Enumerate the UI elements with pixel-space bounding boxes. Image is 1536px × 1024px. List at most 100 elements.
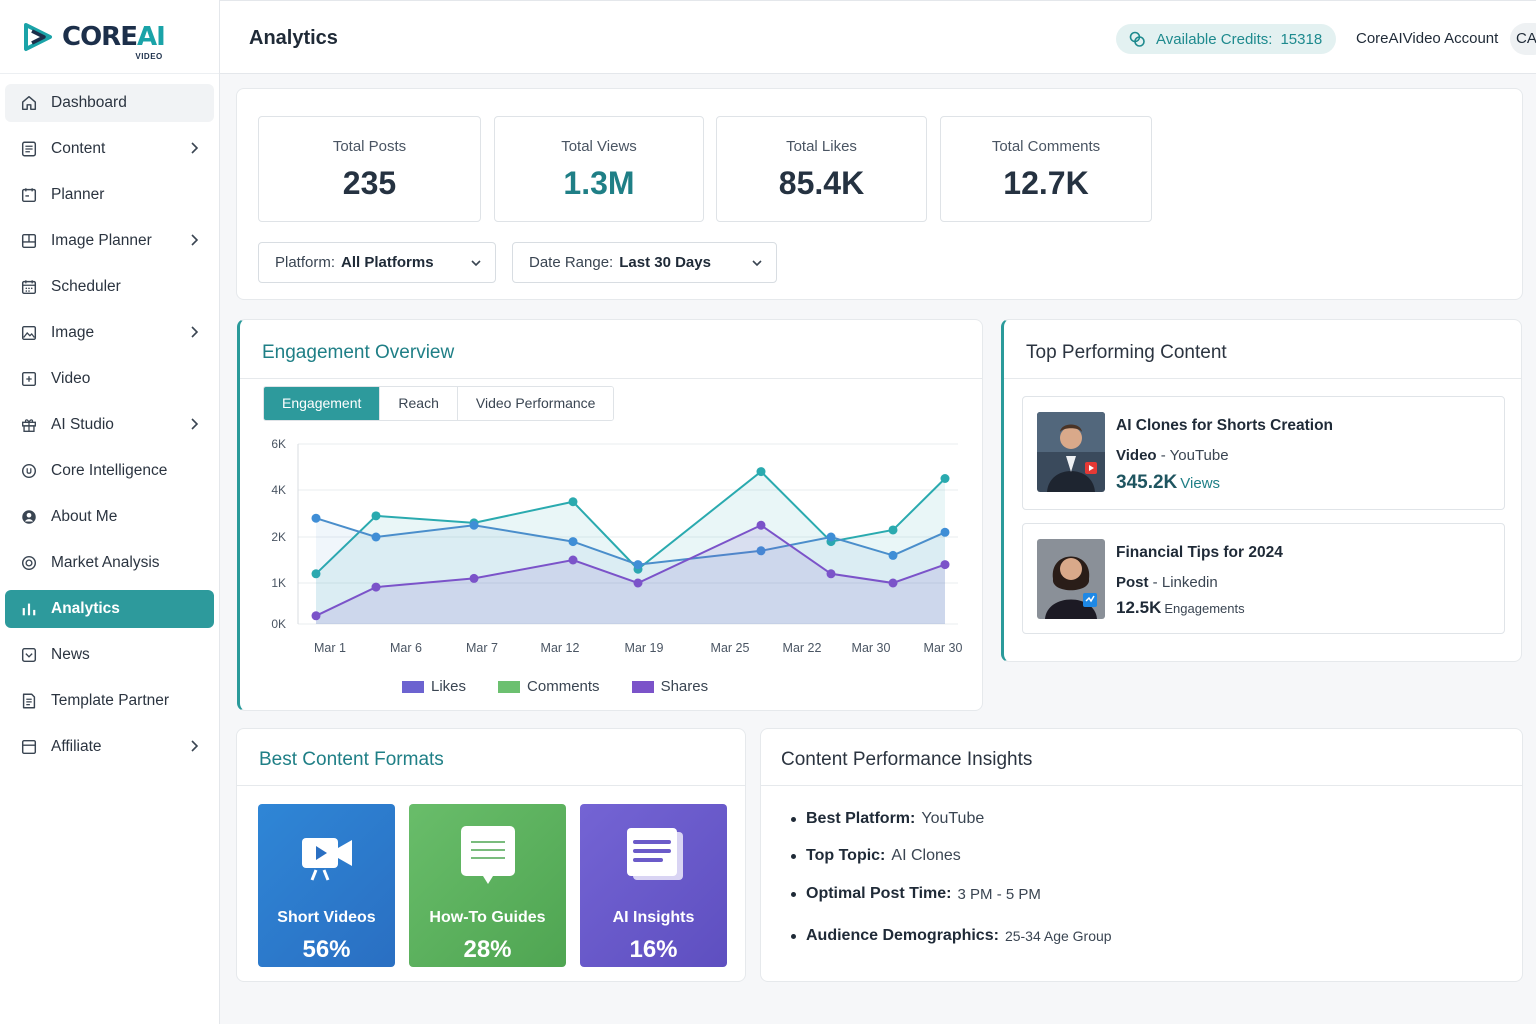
top-content-card[interactable]: Financial Tips for 2024 Post - Linkedin … — [1022, 523, 1505, 634]
avatar[interactable]: CA — [1510, 23, 1536, 55]
x-tick-label: Mar 6 — [390, 641, 422, 655]
content-platform: Linkedin — [1161, 574, 1218, 591]
data-point-comments — [756, 546, 766, 556]
sidebar-item-scheduler[interactable]: Scheduler — [5, 268, 214, 306]
stat-value: 85.4K — [778, 165, 865, 201]
sidebar-item-label: News — [51, 646, 90, 663]
brand-name: COREAI VIDEO — [62, 21, 166, 61]
chevron-right-icon — [191, 740, 199, 752]
tab-video-performance[interactable]: Video Performance — [457, 387, 614, 420]
content-meta: Post - Linkedin — [1116, 574, 1218, 591]
metric-unit: Views — [1180, 475, 1221, 492]
sidebar-item-about-me[interactable]: About Me — [5, 498, 214, 536]
bar-chart-icon — [19, 599, 39, 619]
data-point-shares — [568, 555, 578, 565]
format-tile-how-to-guides[interactable]: How-To Guides 28% — [409, 804, 566, 967]
insight-key: Audience Demographics: — [806, 927, 999, 944]
format-label: Short Videos — [277, 909, 376, 926]
sidebar-item-image[interactable]: Image — [5, 314, 214, 352]
format-percent: 16% — [629, 936, 678, 963]
divider — [237, 785, 745, 786]
image-icon — [19, 323, 39, 343]
content-platform: YouTube — [1169, 447, 1229, 464]
tab-engagement[interactable]: Engagement — [264, 387, 381, 420]
credits-badge[interactable]: Available Credits: 15318 — [1116, 24, 1337, 54]
sidebar-item-analytics[interactable]: Analytics — [5, 590, 214, 628]
sidebar-item-template-partner[interactable]: Template Partner — [5, 682, 214, 720]
data-point-comments — [940, 527, 950, 537]
file-text-icon — [19, 691, 39, 711]
sidebar-item-label: Affiliate — [51, 738, 102, 755]
series-area-likes — [316, 471, 945, 624]
data-point-comments — [888, 550, 898, 560]
insight-value: 3 PM - 5 PM — [957, 885, 1041, 903]
data-point-comments — [826, 532, 836, 542]
insight-item: Top Topic: AI Clones — [791, 847, 961, 865]
inbox-icon — [19, 645, 39, 665]
format-label: AI Insights — [612, 909, 695, 926]
calendar-grid-icon — [19, 277, 39, 297]
content-type: Post — [1116, 574, 1149, 591]
sidebar-item-core-intelligence[interactable]: Core Intelligence — [5, 452, 214, 490]
legend-swatch — [631, 680, 654, 693]
legend-label: Likes — [431, 678, 467, 695]
sidebar-item-content[interactable]: Content — [5, 130, 214, 168]
chevron-right-icon — [191, 418, 199, 430]
sidebar-item-image-planner[interactable]: Image Planner — [5, 222, 214, 260]
sidebar-item-news[interactable]: News — [5, 636, 214, 674]
coins-icon — [1129, 31, 1145, 47]
x-tick-label: Mar 19 — [625, 641, 664, 655]
metric-value: 345.2K — [1116, 472, 1178, 493]
platform-select-label: Platform: — [275, 254, 336, 271]
stat-label: Total Posts — [332, 138, 407, 155]
stat-card-total-views: Total Views 1.3M — [494, 116, 704, 222]
credits-value: 15318 — [1280, 30, 1323, 48]
folder-icon — [19, 737, 39, 757]
y-tick-label: 6K — [271, 437, 286, 451]
post-thumbnail — [1037, 539, 1105, 619]
bullet — [791, 853, 796, 859]
top-content-card[interactable]: AI Clones for Shorts Creation Video - Yo… — [1022, 396, 1505, 510]
divider — [761, 785, 1522, 786]
date-range-label: Date Range: — [529, 254, 614, 271]
legend-swatch — [498, 680, 521, 693]
format-tile-ai-insights[interactable]: AI Insights 16% — [580, 804, 727, 967]
data-point-likes — [568, 497, 578, 507]
legend-item-comments[interactable]: Comments — [498, 678, 600, 695]
engagement-tabs: Engagement Reach Video Performance — [263, 386, 615, 421]
top-content-title: Top Performing Content — [1026, 342, 1227, 363]
sidebar-item-video[interactable]: Video — [5, 360, 214, 398]
divider — [240, 378, 982, 379]
legend-label: Shares — [660, 678, 709, 695]
sidebar-item-label: About Me — [51, 508, 118, 525]
sidebar-item-ai-studio[interactable]: AI Studio — [5, 406, 214, 444]
data-point-likes — [888, 525, 898, 535]
sidebar-item-planner[interactable]: Planner — [5, 176, 214, 214]
tab-reach[interactable]: Reach — [380, 387, 458, 420]
stat-label: Total Likes — [786, 138, 857, 155]
insight-key: Optimal Post Time: — [806, 885, 952, 902]
data-point-shares — [371, 582, 381, 592]
insight-item: Optimal Post Time: 3 PM - 5 PM — [791, 885, 1041, 903]
account-name[interactable]: CoreAIVideo Account — [1356, 30, 1499, 47]
sidebar-item-label: Video — [51, 370, 91, 387]
data-point-comments — [311, 513, 321, 523]
insights-title: Content Performance Insights — [781, 749, 1033, 770]
sidebar-item-market-analysis[interactable]: Market Analysis — [5, 544, 214, 582]
date-range-select[interactable]: Date Range: Last 30 Days — [512, 242, 777, 283]
brand-logo[interactable]: COREAI VIDEO — [0, 0, 219, 74]
insight-key: Best Platform: — [806, 810, 916, 827]
sidebar-item-dashboard[interactable]: Dashboard — [5, 84, 214, 122]
bullet — [791, 816, 796, 822]
legend-item-shares[interactable]: Shares — [631, 678, 709, 695]
sidebar-item-affiliate[interactable]: Affiliate — [5, 728, 214, 766]
sidebar-item-label: Template Partner — [51, 692, 170, 709]
content-metric: 12.5K Engagements — [1116, 598, 1245, 618]
format-tile-short-videos[interactable]: Short Videos 56% — [258, 804, 395, 967]
stat-card-total-likes: Total Likes 85.4K — [716, 116, 927, 222]
sidebar-item-label: Scheduler — [51, 278, 121, 295]
insight-item: Best Platform: YouTube — [791, 810, 984, 828]
legend-item-likes[interactable]: Likes — [402, 678, 466, 695]
platform-select[interactable]: Platform: All Platforms — [258, 242, 496, 283]
data-point-shares — [311, 611, 321, 621]
